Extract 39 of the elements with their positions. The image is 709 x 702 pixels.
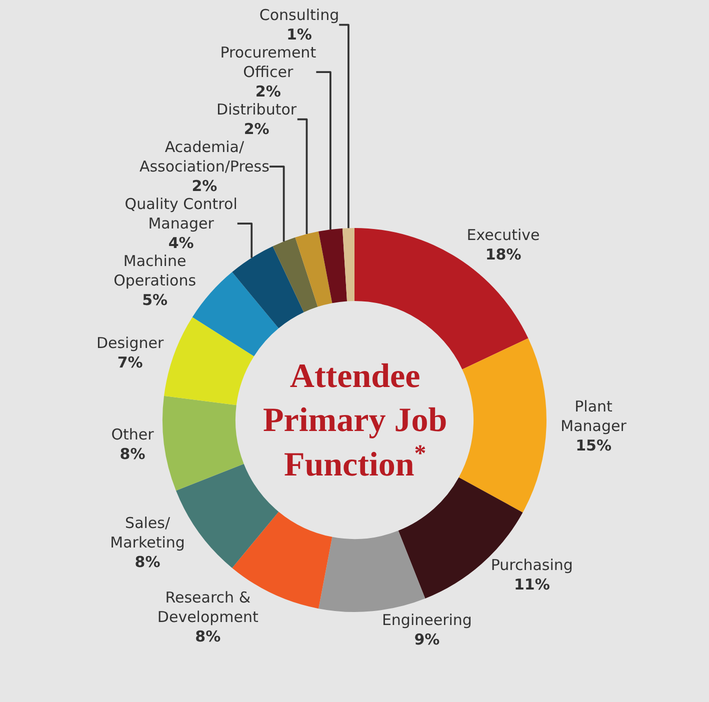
data-label: 8% bbox=[134, 553, 160, 572]
data-label: 2% bbox=[244, 120, 270, 138]
slice-label: Academia/ Association/Press bbox=[139, 138, 270, 176]
slice-label: Engineering bbox=[382, 610, 472, 629]
data-label: 8% bbox=[195, 628, 221, 646]
slice-label: Machine Operations bbox=[114, 252, 196, 290]
slice-label: Consulting bbox=[259, 6, 340, 24]
data-label: 18% bbox=[485, 245, 522, 264]
donut-slice bbox=[232, 512, 332, 609]
donut-slice bbox=[272, 237, 318, 312]
text: Attendee Primary Job Function$^{*}$ bbox=[263, 358, 448, 484]
donut-slice bbox=[232, 246, 304, 328]
data-label: 2% bbox=[255, 82, 281, 101]
slice-label: Other bbox=[111, 426, 155, 444]
data-label: 1% bbox=[286, 26, 312, 44]
data-label: 7% bbox=[117, 354, 143, 372]
slice-label: Distributor bbox=[216, 100, 298, 119]
donut-slice bbox=[164, 317, 254, 406]
slice-label: Plant Manager bbox=[560, 398, 628, 436]
data-label: 15% bbox=[576, 436, 612, 455]
data-label: 5% bbox=[142, 291, 168, 310]
donut-slice bbox=[342, 228, 354, 302]
slice-label: Designer bbox=[96, 334, 164, 352]
data-label: 8% bbox=[120, 445, 146, 464]
slice-label: Executive bbox=[466, 226, 540, 244]
data-label: 2% bbox=[192, 177, 218, 196]
slice-label: Procurement Officer bbox=[220, 44, 316, 82]
data-label: 9% bbox=[414, 630, 440, 648]
donut-slice bbox=[318, 228, 348, 304]
data-label: 4% bbox=[168, 234, 194, 252]
donut-slice bbox=[318, 530, 426, 612]
slice-label: Sales/ Marketing bbox=[110, 514, 185, 552]
data-label: 11% bbox=[514, 575, 550, 594]
slice-label: Quality Control Manager bbox=[124, 195, 238, 233]
slice-label: Research & Development bbox=[157, 588, 258, 626]
slice-label: Purchasing bbox=[490, 556, 573, 574]
donut-slice bbox=[458, 338, 546, 512]
donut-slice bbox=[295, 231, 332, 307]
donut-slice bbox=[162, 396, 244, 491]
